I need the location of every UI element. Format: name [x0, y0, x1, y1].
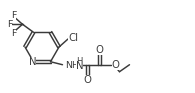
- Text: O: O: [96, 45, 104, 55]
- Text: NH: NH: [66, 61, 80, 70]
- Text: N: N: [29, 57, 36, 67]
- Text: F: F: [7, 20, 12, 29]
- Text: N: N: [76, 61, 83, 71]
- Text: Cl: Cl: [68, 32, 78, 43]
- Text: F: F: [11, 29, 16, 38]
- Text: H: H: [76, 57, 83, 66]
- Text: O: O: [112, 60, 120, 70]
- Text: F: F: [11, 11, 16, 20]
- Text: O: O: [83, 75, 91, 85]
